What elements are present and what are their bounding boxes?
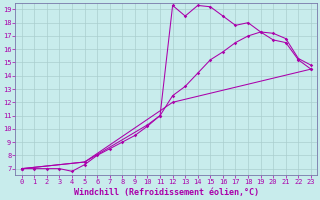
X-axis label: Windchill (Refroidissement éolien,°C): Windchill (Refroidissement éolien,°C): [74, 188, 259, 197]
